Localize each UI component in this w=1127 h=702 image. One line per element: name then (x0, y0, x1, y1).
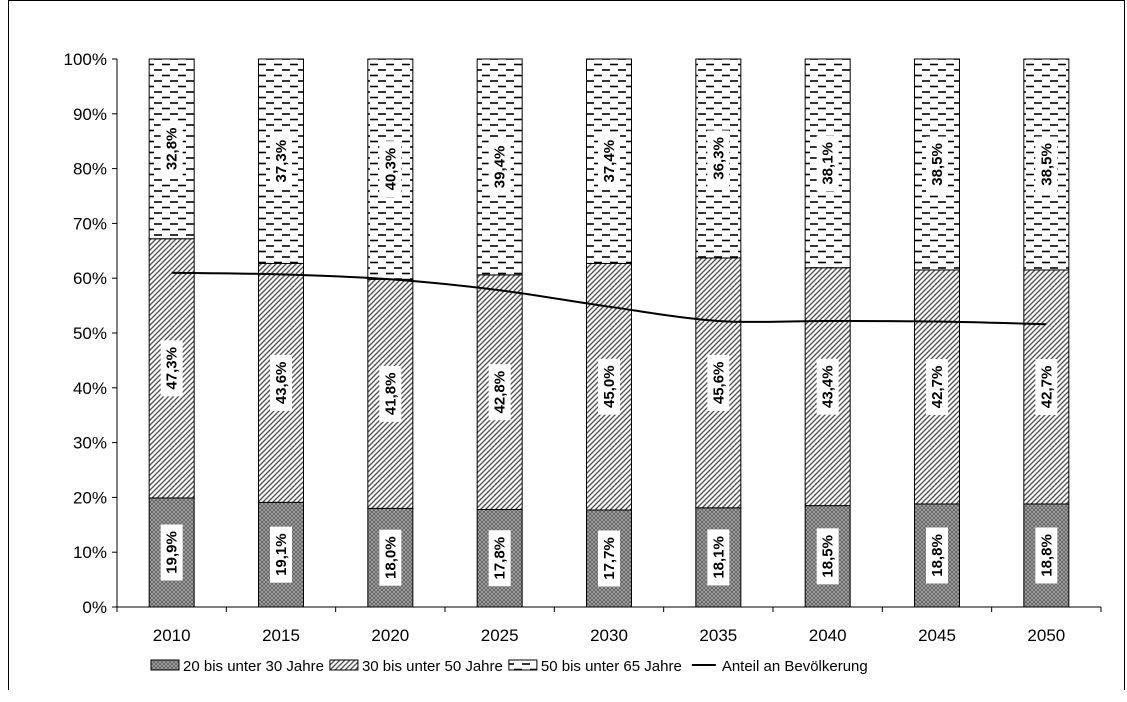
x-tick-label: 2030 (590, 626, 628, 645)
data-label-box (707, 529, 730, 586)
data-label: 18,1% (710, 536, 727, 579)
y-tick-label: 10% (73, 543, 107, 562)
data-label-box (379, 365, 402, 422)
data-label-box (816, 358, 839, 415)
data-label: 32,8% (164, 128, 181, 171)
x-tick-label: 2015 (262, 626, 300, 645)
x-tick-label: 2035 (699, 626, 737, 645)
data-label-box (816, 528, 839, 585)
data-label-box (160, 120, 183, 177)
y-tick-label: 20% (73, 488, 107, 507)
data-label-box (926, 136, 948, 193)
data-label-box (598, 133, 620, 190)
data-label-box (270, 526, 292, 583)
line-series-anteil (171, 271, 1047, 326)
legend: 20 bis unter 30 Jahre 30 bis unter 50 Jah… (150, 658, 868, 675)
y-tick-label: 80% (73, 160, 107, 179)
data-label: 37,4% (601, 140, 618, 183)
data-label-box (926, 358, 948, 415)
data-label: 38,5% (1038, 143, 1055, 186)
x-tick-label: 2045 (918, 626, 956, 645)
data-label: 43,4% (820, 365, 837, 408)
data-label-box (598, 530, 620, 587)
data-label: 18,0% (382, 536, 399, 579)
data-label: 38,5% (929, 143, 946, 186)
data-label: 43,6% (273, 362, 290, 405)
chart-frame: 0% 10% 20% 30% 40% 50% 60% 70% 80% 90% 100% 2010 201… (8, 0, 1125, 690)
data-label: 47,3% (164, 347, 181, 390)
legend-label: Anteil an Bevölkerung (722, 658, 868, 675)
x-tick-label: 2025 (481, 626, 519, 645)
data-label: 18,5% (820, 535, 837, 578)
data-label: 17,8% (492, 537, 509, 580)
data-label: 45,6% (710, 362, 727, 405)
bar-segment (148, 238, 195, 499)
data-label: 17,7% (601, 537, 618, 580)
x-tick-label: 2050 (1027, 626, 1065, 645)
legend-swatch (329, 659, 359, 671)
y-tick-label: 40% (73, 379, 107, 398)
legend-label: 30 bis unter 50 Jahre (362, 658, 503, 675)
data-labels: 19,9% 47,3% 32,8% 19,1% 43,6% 37,3% 18,0% 41,8%… (160, 120, 1058, 587)
data-label: 18,8% (929, 534, 946, 577)
y-tick-label: 60% (73, 269, 107, 288)
data-label-box (488, 530, 511, 587)
data-label: 42,7% (1038, 366, 1055, 409)
data-label-box (379, 141, 402, 198)
data-label: 42,8% (492, 371, 509, 414)
stacked-bar-chart: 0% 10% 20% 30% 40% 50% 60% 70% 80% 90% 100% 2010 201… (64, 50, 1102, 675)
data-label: 36,3% (710, 137, 727, 180)
data-label-box (816, 135, 839, 192)
data-label: 45,0% (601, 365, 618, 408)
bar-segment (804, 505, 851, 608)
x-tick-label: 2040 (809, 626, 847, 645)
population-share-line (171, 271, 1047, 326)
data-label: 42,7% (929, 366, 946, 409)
data-label: 19,9% (164, 531, 181, 574)
data-label-box (707, 130, 730, 187)
legend-label: 20 bis unter 30 Jahre (183, 658, 324, 675)
x-tick-label: 2010 (153, 626, 191, 645)
data-label-box (707, 354, 730, 411)
y-tick-label: 0% (82, 598, 107, 617)
axes: 0% 10% 20% 30% 40% 50% 60% 70% 80% 90% 100% 2010 201… (64, 50, 1102, 645)
data-label: 39,4% (492, 146, 509, 189)
data-label-box (488, 364, 511, 421)
y-tick-label: 30% (73, 434, 107, 453)
bars (148, 58, 1070, 608)
data-label-box (379, 529, 402, 586)
y-tick-label: 70% (73, 214, 107, 233)
data-label-box (598, 358, 620, 415)
data-label: 18,8% (1038, 534, 1055, 577)
data-label-box (1035, 527, 1058, 584)
legend-label: 50 bis unter 65 Jahre (541, 658, 682, 675)
x-tick-label: 2020 (371, 626, 409, 645)
y-tick-label: 100% (64, 50, 107, 69)
data-label-box (160, 524, 183, 581)
data-label-box (926, 527, 948, 584)
data-label: 40,3% (382, 148, 399, 191)
data-label: 37,3% (273, 140, 290, 183)
data-label-box (1035, 136, 1058, 193)
legend-swatch (150, 659, 180, 671)
data-label: 38,1% (820, 142, 837, 185)
y-tick-label: 50% (73, 324, 107, 343)
data-label-box (270, 133, 292, 190)
data-label: 41,8% (382, 373, 399, 416)
legend-swatch (508, 659, 538, 671)
data-label-box (270, 354, 292, 411)
data-label-box (1035, 358, 1058, 415)
data-label-box (488, 138, 511, 195)
data-label: 19,1% (273, 533, 290, 576)
data-label-box (160, 340, 183, 397)
bar-segment (367, 58, 414, 280)
y-tick-label: 90% (73, 105, 107, 124)
